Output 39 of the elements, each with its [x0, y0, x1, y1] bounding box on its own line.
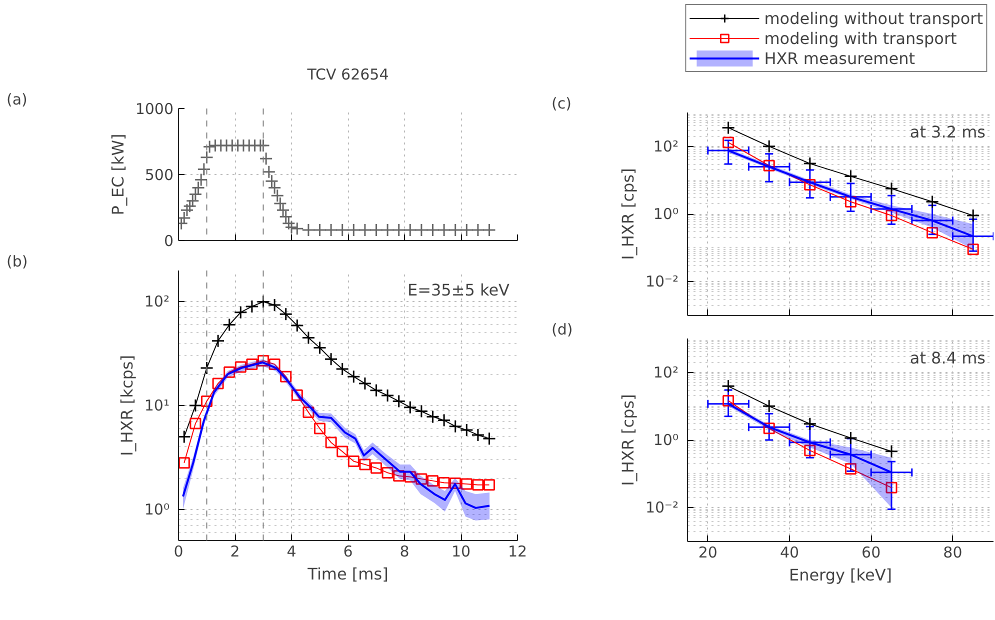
y-tick-label: 1000 — [135, 100, 174, 118]
y-axis-title: P_EC [kW] — [108, 134, 128, 216]
y-tick-label: 0 — [164, 232, 174, 250]
x-tick-label: 40 — [780, 544, 800, 562]
text: (a) — [6, 90, 28, 108]
chart-title: TCV 62654 — [306, 66, 389, 84]
y-tick-label: 500 — [144, 166, 174, 184]
x-tick-label: 8 — [400, 542, 410, 560]
y-tick-label: 10⁰ — [653, 205, 679, 223]
annotation: at 8.4 ms — [910, 348, 986, 368]
y-tick-label: 10² — [653, 137, 679, 156]
x-axis-title: Energy [keV] — [788, 566, 892, 584]
legend-label: modeling without transport — [764, 8, 983, 28]
y-tick-label: 10⁰ — [653, 431, 679, 449]
text: (b) — [6, 252, 28, 270]
x-tick-label: 4 — [286, 542, 296, 560]
y-tick-label: 10² — [653, 363, 679, 382]
legend-label: modeling with transport — [764, 28, 957, 48]
x-tick-label: 12 — [508, 542, 528, 560]
legend-label: HXR measurement — [764, 48, 916, 68]
y-axis-title: I_HXR [kcps] — [117, 355, 136, 456]
y-tick-label: 10⁰ — [144, 500, 170, 518]
text: (d) — [552, 320, 573, 338]
y-tick-label: 10² — [144, 292, 170, 311]
x-tick-label: 10 — [451, 542, 471, 560]
y-tick-label: 10¹ — [144, 396, 170, 414]
x-tick-label: 2 — [230, 542, 240, 560]
text: (c) — [552, 94, 572, 112]
x-tick-label: 60 — [862, 544, 881, 562]
x-tick-label: 20 — [698, 544, 718, 562]
x-tick-label: 80 — [943, 544, 962, 562]
x-axis-title: Time [ms] — [306, 564, 388, 584]
annotation: E=35±5 keV — [407, 280, 510, 300]
annotation: at 3.2 ms — [910, 122, 986, 142]
y-tick-label: 10⁻² — [645, 272, 679, 291]
y-tick-label: 10⁻² — [645, 498, 679, 517]
x-tick-label: 6 — [343, 542, 353, 560]
y-axis-title: I_HXR [cps] — [618, 168, 638, 260]
y-axis-title: I_HXR [cps] — [618, 394, 638, 486]
